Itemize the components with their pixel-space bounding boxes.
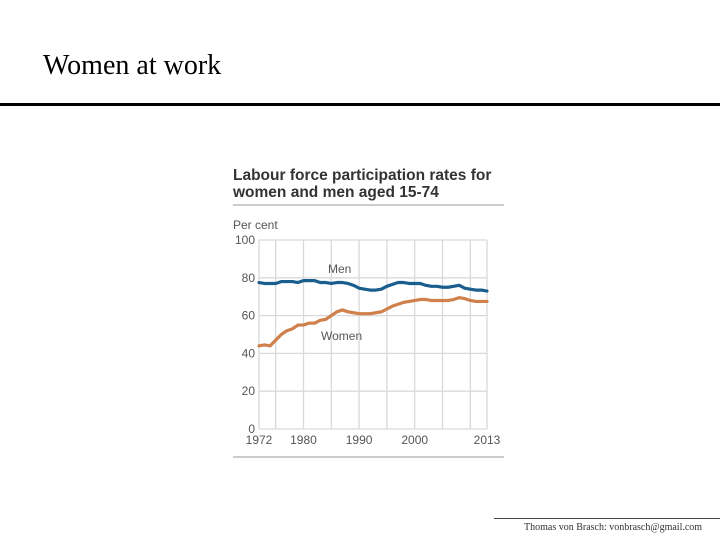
chart-container: Labour force participation rates for wom…	[225, 160, 515, 460]
y-tick-label-0: 0	[248, 422, 255, 436]
series-line-men	[257, 279, 489, 293]
y-tick-labels: 0 20 40 60 80 100	[235, 233, 255, 436]
x-tick-label-1980: 1980	[290, 433, 317, 447]
title-divider	[0, 103, 720, 106]
grid-layer	[258, 239, 488, 430]
x-tick-label-1972: 1972	[246, 433, 273, 447]
series-layer	[257, 279, 489, 348]
y-tick-label-40: 40	[242, 346, 256, 360]
x-tick-labels: 1972 1980 1990 2000 2013	[246, 433, 501, 447]
footer-text: Thomas von Brasch: vonbrasch@gmail.com	[524, 522, 703, 533]
x-tick-label-2013: 2013	[474, 433, 501, 447]
series-label-men: Men	[328, 262, 351, 276]
y-axis-label: Per cent	[233, 218, 278, 232]
y-tick-label-100: 100	[235, 233, 255, 247]
y-tick-label-80: 80	[242, 271, 256, 285]
y-tick-label-60: 60	[242, 309, 256, 323]
x-tick-label-2000: 2000	[401, 433, 428, 447]
series-label-women: Women	[321, 329, 362, 343]
x-tick-label-1990: 1990	[346, 433, 373, 447]
y-tick-label-20: 20	[242, 384, 256, 398]
participation-chart: Labour force participation rates for wom…	[232, 167, 504, 458]
series-line-women	[257, 296, 489, 348]
chart-title-line-1: Labour force participation rates for	[233, 167, 491, 184]
chart-title-line-2: women and men aged 15-74	[232, 184, 439, 201]
footer-divider	[494, 518, 720, 519]
slide-title: Women at work	[43, 50, 222, 81]
